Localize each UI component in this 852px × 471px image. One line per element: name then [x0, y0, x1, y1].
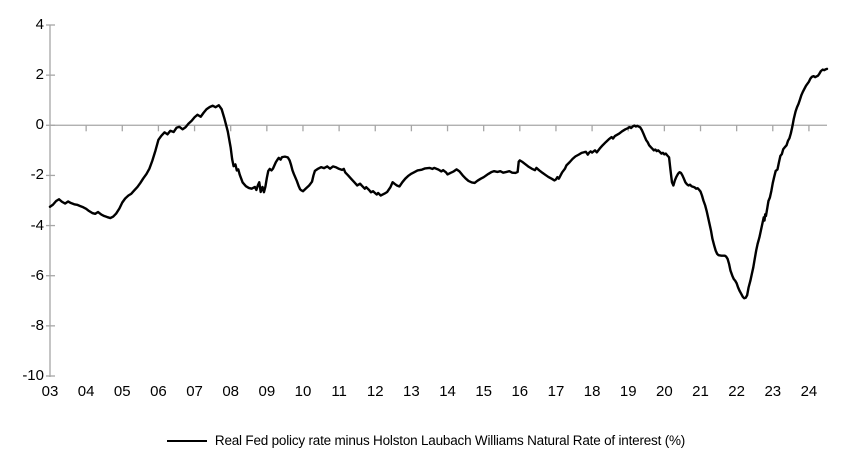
- y-axis-tick-label: -8: [30, 316, 44, 334]
- x-axis-tick-label: 21: [692, 383, 709, 400]
- x-axis-tick-label: 24: [800, 383, 818, 400]
- x-axis-tick-label: 19: [619, 383, 637, 400]
- x-axis-tick-label: 13: [403, 383, 420, 400]
- x-axis-tick-label: 11: [331, 383, 347, 400]
- x-axis-tick-label: 06: [150, 383, 167, 400]
- y-axis-tick-label: -2: [30, 166, 44, 184]
- x-axis-tick-label: 04: [77, 383, 95, 400]
- x-axis-tick-label: 03: [41, 383, 59, 400]
- legend-line-swatch: [166, 439, 207, 442]
- x-axis-tick-label: 14: [439, 383, 456, 400]
- y-axis-tick-label: 4: [35, 16, 44, 33]
- x-axis-tick-label: 23: [764, 383, 782, 400]
- x-axis-tick-label: 05: [113, 383, 131, 400]
- x-axis-tick-label: 12: [366, 383, 384, 400]
- x-axis-tick-label: 20: [656, 383, 673, 400]
- x-axis-tick-label: 18: [583, 383, 601, 400]
- x-axis-tick-label: 07: [186, 383, 203, 400]
- y-axis-tick-label: 0: [35, 116, 44, 134]
- y-axis-tick-label: -4: [30, 216, 44, 234]
- x-axis-tick-label: 22: [728, 383, 745, 400]
- legend: Real Fed policy rate minus Holston Lauba…: [0, 433, 852, 448]
- x-axis-tick-label: 09: [258, 383, 276, 400]
- x-axis-tick-label: 17: [547, 383, 565, 400]
- x-axis-tick-label: 10: [294, 383, 312, 400]
- x-axis-tick-label: 08: [222, 383, 240, 400]
- y-axis-tick-label: 2: [35, 66, 44, 84]
- y-axis-tick-label: -10: [22, 367, 44, 384]
- y-axis-tick-label: -6: [30, 266, 44, 284]
- x-axis-tick-label: 15: [475, 383, 493, 400]
- series-line: [48, 67, 829, 300]
- legend-label: Real Fed policy rate minus Holston Lauba…: [214, 433, 686, 448]
- x-axis-tick-label: 16: [511, 383, 529, 400]
